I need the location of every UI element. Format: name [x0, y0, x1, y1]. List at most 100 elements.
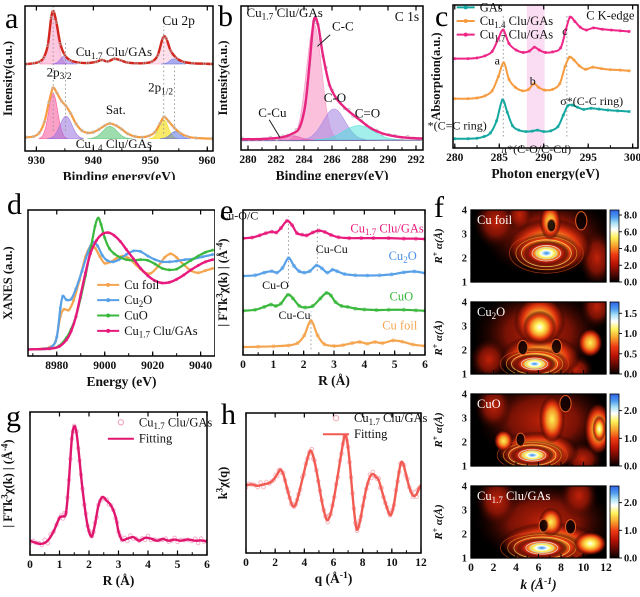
svg-text:282: 282 — [267, 154, 285, 166]
svg-text:285: 285 — [491, 152, 509, 164]
svg-text:2: 2 — [301, 359, 307, 371]
svg-text:9040: 9040 — [189, 360, 212, 372]
svg-text:6: 6 — [536, 562, 542, 574]
svg-text:284: 284 — [295, 154, 313, 166]
svg-text:CuO: CuO — [477, 397, 501, 411]
svg-text:Intensity(a.u.): Intensity(a.u.) — [1, 41, 15, 116]
svg-text:Cu foil: Cu foil — [124, 278, 160, 292]
svg-text:12: 12 — [415, 557, 427, 569]
panel-d-svg: 8980 9000 9020 9040 Energy (eV) XANES (a.u.) C… — [1, 209, 216, 389]
panel-e-chart: 0 1 2 3 4 5 6 R (Å) | FTk3χ(k) | (Å-4) Cu-O/C Cu1.… — [214, 180, 428, 400]
svg-text:σ*(C-C ring): σ*(C-C ring) — [560, 94, 623, 108]
svg-text:R+ α(Å): R+ α(Å) — [431, 504, 445, 540]
svg-text:C=O: C=O — [355, 106, 380, 121]
svg-text:Cu1.7 Clu/GAs: Cu1.7 Clu/GAs — [354, 411, 428, 427]
svg-text:R+ α(Å): R+ α(Å) — [431, 412, 445, 448]
svg-text:292: 292 — [407, 154, 425, 166]
panel-c-chart: 280 285 290 295 300 Photon energy(eV) Absorpti… — [422, 0, 640, 181]
panel-letter-g: g — [6, 400, 21, 433]
svg-text:π*(C-O/C-Cu): π*(C-O/C-Cu) — [501, 142, 571, 156]
svg-text:8: 8 — [558, 562, 564, 574]
svg-text:Sat.: Sat. — [106, 102, 126, 117]
svg-text:R (Å): R (Å) — [103, 573, 135, 588]
svg-text:4: 4 — [361, 359, 367, 371]
svg-text:280: 280 — [239, 154, 257, 166]
svg-text:Cu1.7 Clu/GAs: Cu1.7 Clu/GAs — [480, 28, 554, 44]
svg-text:2.0: 2.0 — [624, 498, 637, 509]
svg-text:1: 1 — [462, 370, 467, 381]
panel-c: c 280 285 290 295 300 Photon energy(eV) Absorp… — [422, 0, 640, 181]
svg-text:Fitting: Fitting — [139, 432, 173, 446]
panel-e-svg: 0 1 2 3 4 5 6 R (Å) | FTk3χ(k) | (Å-4) Cu-O/C Cu1.… — [214, 208, 428, 388]
svg-text:2p3/2: 2p3/2 — [47, 64, 72, 82]
svg-text:Intensity(a.u.): Intensity(a.u.) — [216, 40, 230, 115]
svg-text:Cu1.7 Clu/GAs: Cu1.7 Clu/GAs — [124, 324, 198, 340]
svg-text:Cu2O: Cu2O — [389, 249, 417, 265]
svg-text:3: 3 — [462, 322, 467, 333]
svg-text:C-O: C-O — [324, 90, 346, 105]
svg-text:8: 8 — [360, 557, 366, 569]
svg-text:0.0: 0.0 — [624, 554, 637, 565]
svg-text:k (Å-1): k (Å-1) — [520, 576, 556, 592]
panel-b-svg: 280 282 284 286 288 290 292 Binding energy(eV) I… — [216, 5, 425, 183]
svg-text:Cu foil: Cu foil — [382, 319, 418, 333]
svg-text:1.0: 1.0 — [624, 329, 637, 340]
panel-e: e 0 1 2 3 4 5 6 R (Å) | FTk3χ(k) | (Å-4) Cu-O/C Cu… — [214, 180, 428, 400]
svg-text:286: 286 — [323, 154, 341, 166]
panel-h-svg: 0 2 4 6 8 10 12 q (Å-1) k3χ(q) Cu1.7 Clu/GAsFitti… — [214, 411, 428, 586]
svg-text:4: 4 — [513, 562, 519, 574]
svg-text:C-Cu: C-Cu — [258, 105, 287, 120]
svg-text:2: 2 — [462, 530, 467, 541]
panel-c-svg: 280 285 290 295 300 Photon energy(eV) Absorpti… — [422, 0, 640, 181]
svg-text:280: 280 — [446, 152, 464, 164]
svg-text:295: 295 — [580, 152, 598, 164]
panel-b: b 280 282 284 286 288 290 292 Binding energy(eV… — [215, 0, 428, 184]
svg-text:| FTk3χ(k) | (Å-4): | FTk3χ(k) | (Å-4) — [0, 439, 15, 527]
panel-f: f 1 2 3 4 Cu foil R+ α(Å) 8.0 6.0 4.0 2.0 0.0 1 2 3 4 C… — [428, 180, 640, 597]
svg-text:1: 1 — [57, 559, 63, 571]
svg-text:4: 4 — [462, 298, 468, 309]
svg-text:1: 1 — [462, 278, 467, 289]
svg-text:C-C: C-C — [332, 18, 354, 33]
svg-text:Cu-Cu: Cu-Cu — [278, 308, 310, 322]
panel-d-chart: 8980 9000 9020 9040 Energy (eV) XANES (a.u.) C… — [0, 180, 216, 400]
svg-text:1: 1 — [462, 462, 467, 473]
svg-text:950: 950 — [142, 155, 160, 167]
svg-text:Cu1.7 Clu/GAs: Cu1.7 Clu/GAs — [246, 5, 322, 23]
svg-text:R+ α(Å): R+ α(Å) — [431, 320, 445, 356]
svg-text:2p1/2: 2p1/2 — [148, 80, 173, 98]
svg-text:Cu1.7 Clu/GAs: Cu1.7 Clu/GAs — [477, 489, 551, 505]
svg-text:960: 960 — [199, 155, 215, 167]
svg-text:0: 0 — [27, 559, 33, 571]
svg-text:q (Å-1): q (Å-1) — [315, 570, 353, 586]
svg-text:| FTk3χ(k) | (Å-4): | FTk3χ(k) | (Å-4) — [215, 238, 230, 326]
svg-text:π*(C=C ring): π*(C=C ring) — [428, 118, 487, 132]
svg-text:Cu 2p: Cu 2p — [162, 13, 195, 28]
svg-text:9020: 9020 — [141, 360, 164, 372]
svg-text:2.0: 2.0 — [624, 406, 637, 417]
panel-g: g 0 1 2 3 4 5 6 R (Å) | FTk3χ(k) | (Å-4) Cu1.7 Cl… — [0, 400, 215, 597]
panel-letter-a: a — [5, 2, 19, 35]
svg-text:4.0: 4.0 — [624, 244, 637, 255]
svg-text:3: 3 — [462, 230, 467, 241]
panel-h: h 0 2 4 6 8 10 12 q (Å-1) k3χ(q) Cu1.7 Clu/GAs Fit… — [214, 400, 428, 597]
svg-text:XANES (a.u.): XANES (a.u.) — [1, 246, 15, 319]
panel-letter-b: b — [218, 0, 233, 33]
svg-text:0.0: 0.0 — [624, 370, 637, 381]
svg-text:4: 4 — [462, 390, 468, 401]
svg-text:2: 2 — [86, 559, 92, 571]
svg-text:0.5: 0.5 — [624, 349, 637, 360]
svg-text:10: 10 — [386, 557, 398, 569]
svg-text:2: 2 — [462, 438, 467, 449]
svg-text:9000: 9000 — [93, 360, 116, 372]
panel-letter-c: c — [435, 0, 449, 33]
svg-text:CuO: CuO — [124, 309, 148, 323]
svg-text:Binding energy(eV): Binding energy(eV) — [276, 168, 389, 180]
svg-text:CuO: CuO — [390, 290, 414, 304]
svg-text:Cu-O/C: Cu-O/C — [220, 208, 258, 222]
svg-text:Absorption(a.u.): Absorption(a.u.) — [429, 32, 443, 120]
svg-text:6: 6 — [331, 557, 337, 569]
svg-text:5: 5 — [175, 559, 181, 571]
svg-text:6.0: 6.0 — [624, 227, 637, 238]
svg-text:6: 6 — [204, 559, 210, 571]
